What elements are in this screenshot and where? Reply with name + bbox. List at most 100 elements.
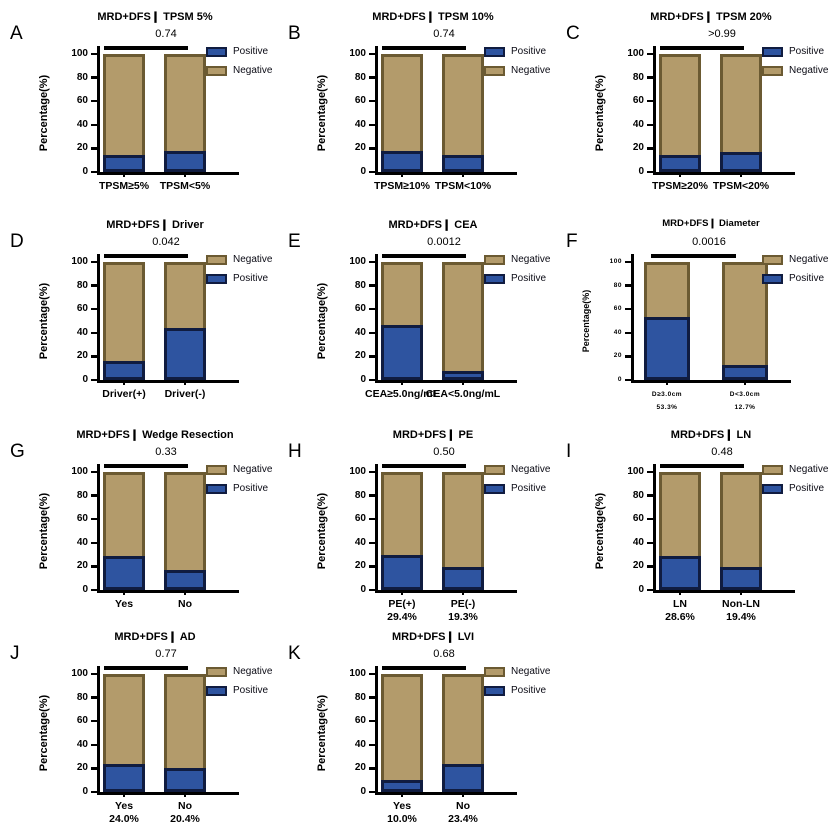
- panel-title: MRD+DFS❙ TPSM 5%: [97, 11, 213, 23]
- legend-item: Negative: [762, 464, 828, 475]
- bar-segment-positive: [442, 155, 484, 172]
- legend: Negative Positive: [762, 254, 828, 292]
- legend-label: Positive: [233, 273, 269, 284]
- legend-item: Positive: [484, 46, 550, 57]
- y-tick-mark: [91, 284, 97, 287]
- y-tick-label: 40: [76, 536, 88, 548]
- x-category-text: Driver(-): [164, 388, 206, 400]
- bar-segment-negative: [442, 674, 484, 765]
- legend-label: Positive: [511, 46, 547, 57]
- bar-segment-positive: [164, 767, 206, 792]
- y-tick-mark: [369, 147, 375, 150]
- y-axis-label: Percentage(%): [316, 694, 328, 772]
- y-tick-label: 0: [360, 374, 366, 385]
- panel-title: MRD+DFS❙ AD: [114, 631, 196, 643]
- panel-letter: K: [288, 643, 301, 664]
- positive-swatch-icon: [484, 46, 505, 57]
- y-tick-mark: [91, 494, 97, 497]
- x-tick-mark: [183, 380, 187, 385]
- y-tick-label: 80: [632, 71, 644, 83]
- x-category-label: Yes 10.0%: [347, 800, 457, 826]
- x-category-percentage: 10.0%: [387, 813, 417, 826]
- y-tick-label: 0: [360, 786, 366, 797]
- legend-item: Positive: [484, 273, 550, 284]
- y-tick-mark: [369, 355, 375, 358]
- panel-b: B MRD+DFS❙ TPSM 10% 0.74 Percentage(%) P…: [278, 2, 556, 208]
- x-category-label: Driver(-): [130, 388, 240, 401]
- y-tick-mark: [91, 719, 97, 723]
- x-category-text: TPSM≥20%: [652, 180, 708, 192]
- legend: Positive Negative: [206, 46, 272, 84]
- x-category-percentage: 28.6%: [665, 611, 695, 624]
- plot-area: [647, 46, 795, 177]
- y-tick-mark: [91, 565, 97, 568]
- bar-segment-negative: [381, 262, 423, 325]
- y-axis-label: Percentage(%): [316, 492, 328, 570]
- legend-label: Negative: [511, 254, 551, 265]
- x-category-text: Yes: [392, 800, 412, 812]
- x-category-text: TPSM≥10%: [374, 180, 430, 192]
- legend-item: Negative: [762, 65, 828, 76]
- x-category-percentage: 19.3%: [448, 611, 478, 624]
- y-tick-mark: [647, 147, 653, 150]
- significance-line: [104, 666, 188, 670]
- x-tick-mark: [678, 590, 682, 595]
- y-tick-mark: [91, 355, 97, 358]
- bar-segment-negative: [442, 262, 484, 371]
- y-axis-line: [375, 666, 378, 795]
- y-tick-label: 80: [632, 489, 644, 501]
- bar-segment-positive: [381, 780, 423, 792]
- x-category-text: Driver(+): [102, 388, 146, 400]
- y-axis-line: [653, 46, 656, 175]
- x-axis-line: [97, 380, 239, 383]
- y-tick-mark: [91, 52, 97, 56]
- y-tick-label: 0: [82, 374, 88, 385]
- negative-swatch-icon: [762, 464, 783, 475]
- x-category-label: TPSM<10%: [408, 180, 518, 193]
- legend: Negative Positive: [206, 254, 272, 292]
- y-tick-mark: [91, 672, 97, 676]
- p-value-label: 0.74: [155, 28, 177, 40]
- x-category-percentage: 23.4%: [448, 813, 478, 826]
- y-tick-mark: [369, 52, 375, 56]
- y-tick-label: 60: [354, 715, 366, 727]
- x-category-label: TPSM≥20%: [625, 180, 735, 193]
- panel-k: K MRD+DFS❙ LVI 0.68 Percentage(%) Negati…: [278, 622, 556, 828]
- x-tick-mark: [461, 380, 465, 385]
- negative-swatch-icon: [762, 254, 783, 265]
- y-tick-label: 40: [76, 738, 88, 750]
- y-tick-label: 40: [613, 328, 622, 336]
- x-tick-mark: [122, 172, 126, 177]
- y-tick-mark: [91, 99, 97, 103]
- y-tick-label: 0: [360, 166, 366, 177]
- y-tick-label: 100: [349, 466, 366, 477]
- legend-label: Positive: [789, 483, 825, 494]
- y-tick-label: 40: [354, 326, 366, 338]
- plot-area: [369, 46, 517, 177]
- y-tick-mark: [369, 767, 375, 770]
- panel-title: MRD+DFS❙ CEA: [388, 219, 478, 231]
- panel-letter: H: [288, 441, 302, 462]
- y-tick-label: 40: [632, 536, 644, 548]
- x-tick-mark: [665, 380, 669, 385]
- y-tick-label: 60: [632, 95, 644, 107]
- y-tick-label: 20: [76, 142, 88, 154]
- y-tick-label: 100: [349, 668, 366, 679]
- y-tick-label: 60: [354, 513, 366, 525]
- panel-title: MRD+DFS❙ Wedge Resection: [76, 429, 234, 441]
- y-tick-label: 60: [354, 303, 366, 315]
- panel-g: G MRD+DFS❙ Wedge Resection 0.33 Percenta…: [0, 420, 278, 626]
- bar-segment-positive: [103, 155, 145, 172]
- y-tick-mark: [369, 541, 375, 545]
- bar-segment-negative: [659, 472, 701, 557]
- y-tick-mark: [91, 767, 97, 770]
- positive-swatch-icon: [206, 46, 227, 57]
- panel-e: E MRD+DFS❙ CEA 0.0012 Percentage(%) Nega…: [278, 210, 556, 416]
- plot-area: [625, 254, 791, 385]
- x-axis-line: [97, 172, 239, 175]
- legend-item: Negative: [484, 65, 550, 76]
- y-axis-line: [375, 254, 378, 383]
- y-tick-label: 60: [613, 305, 622, 313]
- negative-swatch-icon: [762, 65, 783, 76]
- legend-item: Positive: [762, 273, 828, 284]
